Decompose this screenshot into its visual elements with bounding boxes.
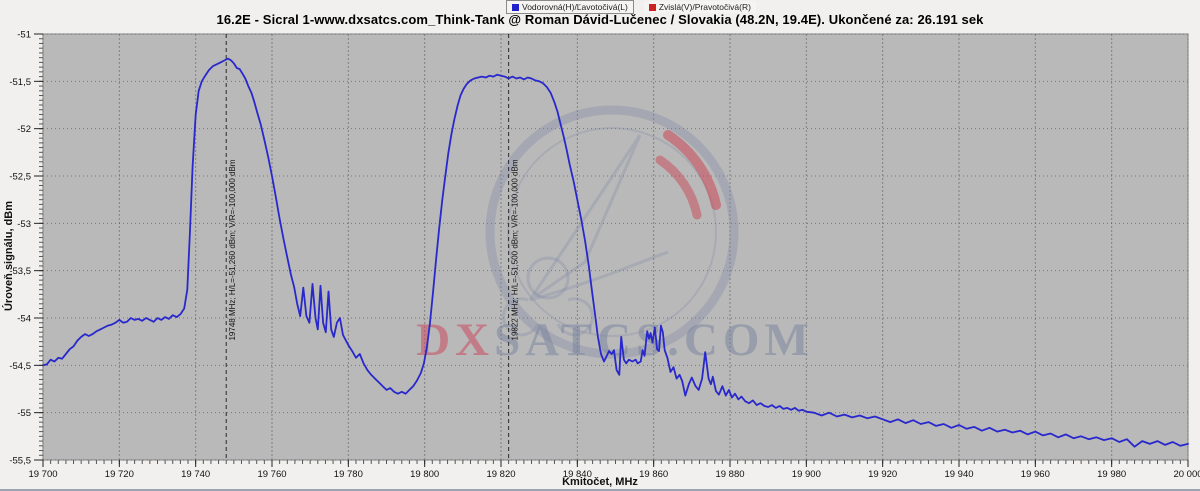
marker-label: 19822 MHz; H/L=-51,500 dBm; V/R=-100,000… [511,159,520,340]
y-tick-label: -52 [17,124,31,135]
y-tick-label: -55,5 [9,456,31,467]
logo-rotor [502,256,594,337]
legend-label-vertical: Zvislá(V)/Pravotočivá(R) [658,2,751,12]
frequency-markers: 19748 MHz; H/L=-51,260 dBm; V/R=-100,000… [225,34,520,460]
x-tick-label: 19 780 [334,469,363,480]
x-tick-label: 19 880 [715,469,744,480]
marker-label: 19748 MHz; H/L=-51,260 dBm; V/R=-100,000… [228,159,237,340]
y-tick-label: -52,5 [9,172,31,183]
satellite-dish-logo-inner-ring [507,127,717,337]
x-tick-label: 19 720 [105,469,134,480]
legend-swatch-red-icon [648,3,656,11]
logo-red-arc-outer [663,130,721,210]
x-tick-label: 19 740 [181,469,210,480]
logo-dish-beam [528,134,669,302]
legend-label-horizontal: Vodorovná(H)/Ľavotočivá(L) [522,2,628,12]
x-tick-label: 19 960 [1021,469,1050,480]
x-tick-label: 19 900 [792,469,821,480]
y-tick-label: -54 [17,314,31,325]
legend-swatch-blue-icon [512,3,519,11]
plot-background [42,33,1189,461]
y-tick-label: -53 [17,219,31,230]
y-axis-title: Úroveň signálu, dBm [3,200,15,312]
legend-item-vertical[interactable]: Zvislá(V)/Pravotočivá(R) [643,1,756,13]
axes: -51 -51,5 -52 -52,5 -53 -53,5 -54 -54,5 -55 -55,5… [9,30,1200,481]
y-tick-label: -55 [17,408,31,419]
legend-item-horizontal[interactable]: Vodorovná(H)/Ľavotočivá(L) [506,0,634,14]
signal-trace [42,57,1189,448]
x-tick-label: 20 000 [1173,469,1200,480]
x-tick-label: 19 940 [944,469,973,480]
y-tick-label: -54,5 [9,361,31,372]
x-tick-label: 19 840 [563,469,592,480]
logo-red-arc-inner [655,155,702,220]
watermark-text-rest: SATCS.COM [494,314,814,366]
chart-legend: Vodorovná(H)/Ľavotočivá(L) Zvislá(V)/Pra… [506,0,756,14]
x-tick-label: 19 760 [257,469,286,480]
x-tick-label: 19 860 [639,469,668,480]
x-tick-label: 19 700 [28,469,57,480]
x-tick-label: 19 980 [1097,469,1126,480]
x-axis-title: Kmitočet, MHz [562,476,638,488]
y-tick-label: -51 [17,30,31,41]
y-tick-label: -53,5 [9,266,31,277]
y-tick-label: -51,5 [9,77,31,88]
x-tick-label: 19 920 [868,469,897,480]
x-tick-label: 19 800 [410,469,439,480]
x-tick-label: 19 820 [486,469,515,480]
chart-title: 16.2E - Sicral 1-www.dxsatcs.com_Think-T… [216,12,984,27]
